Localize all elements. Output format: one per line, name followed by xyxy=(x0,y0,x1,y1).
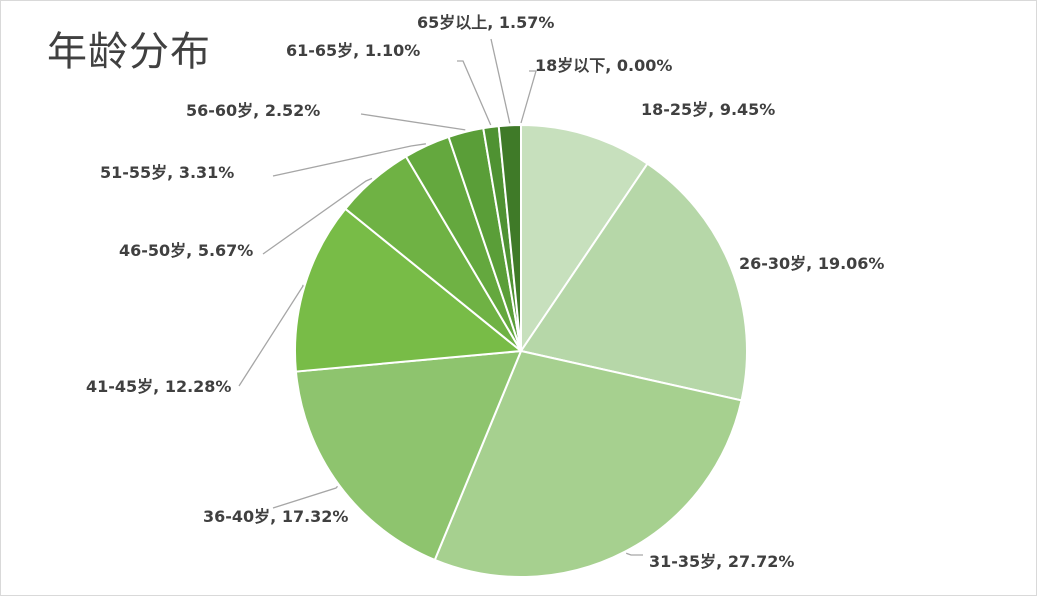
pie-slice xyxy=(520,123,649,355)
pie-slice xyxy=(519,162,749,402)
pie-slice xyxy=(433,349,743,578)
pie-slice xyxy=(294,349,523,562)
data-label: 31-35岁, 27.72% xyxy=(649,552,794,571)
data-label: 46-50岁, 5.67% xyxy=(119,241,253,260)
pie-slice xyxy=(497,123,522,352)
data-label: 41-45岁, 12.28% xyxy=(86,377,231,396)
data-label: 51-55岁, 3.31% xyxy=(100,163,234,182)
data-label: 61-65岁, 1.10% xyxy=(286,41,420,60)
data-label: 36-40岁, 17.32% xyxy=(203,507,348,526)
leader-line xyxy=(272,143,426,177)
pie-slice xyxy=(294,207,524,373)
chart-title: 年龄分布 xyxy=(47,29,211,75)
data-label: 65岁以上, 1.57% xyxy=(417,13,554,32)
leader-line xyxy=(490,38,511,124)
data-label: 18-25岁, 9.45% xyxy=(641,100,775,119)
leader-line xyxy=(262,177,373,255)
leader-line xyxy=(520,70,537,124)
leader-line xyxy=(625,552,643,556)
data-label: 18岁以下, 0.00% xyxy=(535,56,672,75)
data-label: 56-60岁, 2.52% xyxy=(186,101,320,120)
leader-line xyxy=(272,485,338,509)
leader-line xyxy=(457,60,492,126)
leader-line xyxy=(238,284,304,387)
data-label: 26-30岁, 19.06% xyxy=(739,254,884,273)
leader-line xyxy=(360,113,466,131)
